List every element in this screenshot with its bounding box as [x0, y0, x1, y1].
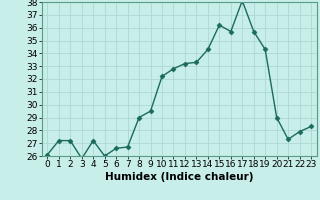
- X-axis label: Humidex (Indice chaleur): Humidex (Indice chaleur): [105, 172, 253, 182]
